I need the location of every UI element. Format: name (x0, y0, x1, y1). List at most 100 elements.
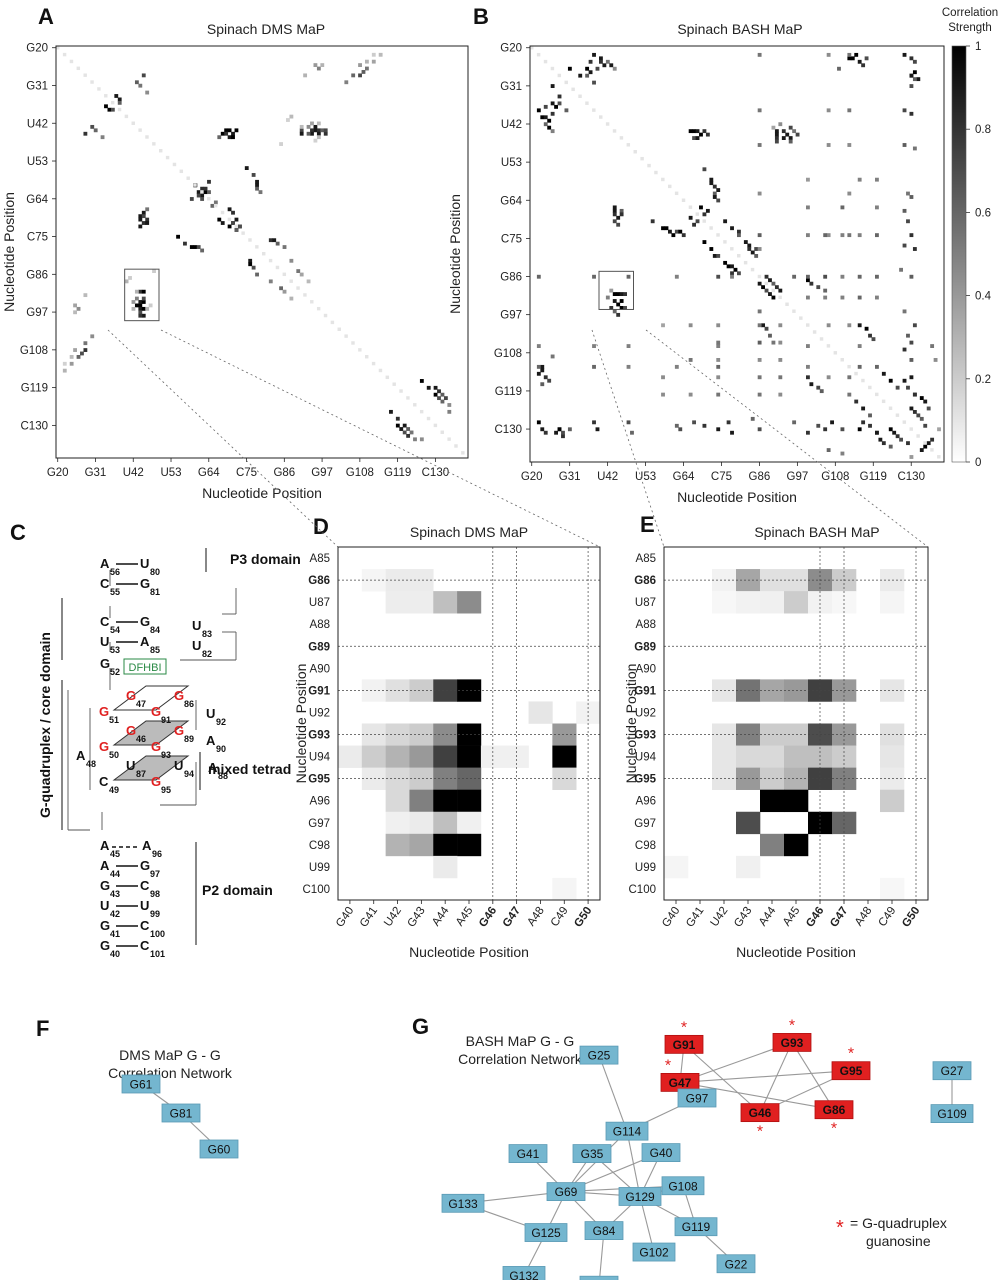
heatmap-cell (757, 309, 762, 314)
heatmap-cell (536, 364, 541, 369)
colorbar-tick-label: 0.6 (975, 207, 991, 219)
heatmap-cell (289, 296, 294, 301)
heatmap-diagonal-cell (440, 430, 444, 434)
heatmap-cell (712, 195, 717, 199)
heatmap-cell (716, 274, 721, 279)
panel-letter-g: G (412, 1014, 429, 1039)
heatmap-cell (661, 375, 665, 380)
heatmap-cell (795, 132, 800, 137)
network-node (502, 1266, 546, 1280)
rna-base-index: 83 (202, 629, 212, 639)
heatmap-cell (847, 143, 852, 147)
heatmap-cell (661, 392, 665, 397)
heatmap-cell (385, 723, 410, 746)
heatmap-cell (200, 186, 205, 191)
network-node (524, 1223, 568, 1242)
heatmap-diagonal-cell (406, 396, 410, 400)
heatmap-cell (881, 441, 886, 446)
heatmap-cell (909, 73, 914, 78)
x-tick-label: G86 (273, 467, 295, 479)
heatmap-diagonal-cell (764, 281, 769, 286)
heatmap-cell (850, 56, 855, 61)
heatmap-cell (286, 118, 290, 122)
heatmap-diagonal-cell (385, 375, 390, 380)
rna-base: C (100, 614, 110, 629)
heatmap-cell (612, 292, 617, 296)
heatmap-diagonal-cell (543, 59, 548, 64)
heatmap-cell (358, 63, 362, 67)
x-tick-label: A45 (781, 905, 803, 929)
rna-base-index: 97 (150, 869, 160, 879)
heatmap-cell (145, 217, 150, 222)
y-tick-label: G93 (634, 730, 656, 742)
heatmap-cell (310, 128, 314, 133)
heatmap-diagonal-cell (392, 382, 396, 386)
heatmap-cell (778, 375, 783, 380)
heatmap-cell (736, 811, 761, 835)
panel-letter-a: A (38, 4, 54, 29)
heatmap-cell (757, 247, 762, 251)
rna-base-index: 42 (110, 909, 120, 919)
y-tick-label: C98 (635, 840, 656, 852)
heatmap-diagonal-cell (241, 231, 245, 235)
heatmap-e: G40 G41 U42 G43 A44 A45 G46 G47 A48 C49 G50 A85 G86 U… (623, 546, 929, 960)
heatmap-cell (857, 427, 862, 432)
heatmap-cell (351, 73, 356, 78)
network-node (508, 1144, 548, 1163)
network-node (618, 1187, 662, 1206)
heatmap-cell (774, 136, 779, 140)
heatmap-cell (840, 205, 845, 210)
x-tick-label: G119 (384, 467, 411, 479)
zoom-box (598, 270, 634, 310)
heatmap-diagonal-cell (159, 149, 163, 153)
network-node (546, 1182, 586, 1201)
heatmap-cell (716, 364, 721, 369)
x-tick-label: G50 (572, 905, 594, 930)
heatmap-cell (536, 274, 541, 279)
heatmap-cell (227, 224, 232, 229)
heatmap-cell (217, 135, 222, 140)
heatmap-cell (550, 111, 555, 116)
heatmap-cell (231, 131, 235, 136)
heatmap-cell (310, 131, 314, 136)
heatmap-diagonal-cell (571, 87, 575, 92)
heatmap-diagonal-cell (640, 156, 644, 161)
network-node (772, 1033, 812, 1052)
heatmap-diagonal-cell (833, 351, 838, 355)
heatmap-cell (688, 358, 693, 362)
network-node (831, 1061, 871, 1081)
network-node-label: G133 (448, 1197, 478, 1211)
heatmap-diagonal-cell (916, 434, 920, 438)
x-tick-label: C75 (711, 471, 732, 483)
y-tick-label: G20 (500, 43, 522, 55)
heatmap-cell (365, 59, 369, 64)
heatmap-cell (847, 233, 852, 238)
y-tick-label: U42 (501, 119, 522, 131)
heatmap-diagonal-cell (337, 327, 341, 331)
heatmap-cell (692, 136, 696, 140)
x-tick-label: G108 (821, 471, 849, 483)
heatmap-cell (536, 420, 541, 425)
network-node (579, 1045, 619, 1065)
rna-base: C (140, 918, 150, 933)
rna-base-index: 96 (152, 849, 162, 859)
y-tick-label: U94 (309, 752, 331, 764)
heatmap-cell (110, 107, 115, 112)
heatmap-cell (912, 247, 917, 251)
heatmap-cell (784, 789, 809, 813)
heatmap-cell (399, 427, 404, 431)
rna-base-index: 44 (110, 869, 120, 879)
heatmap-cell (778, 122, 783, 127)
heatmap-cell (747, 247, 752, 251)
y-tick-label: G20 (26, 43, 48, 55)
heatmap-diagonal-cell (647, 163, 651, 168)
heatmap-cell (536, 371, 541, 376)
heatmap-cell (299, 272, 304, 277)
heatmap-diagonal-cell (806, 323, 810, 327)
heatmap-cell (433, 679, 458, 702)
heatmap-cell (736, 745, 761, 768)
y-tick-label: U42 (27, 118, 48, 130)
heatmap-diagonal-cell (895, 413, 900, 417)
heatmap-cell (709, 181, 714, 186)
heatmap-diagonal-cell (344, 334, 348, 338)
